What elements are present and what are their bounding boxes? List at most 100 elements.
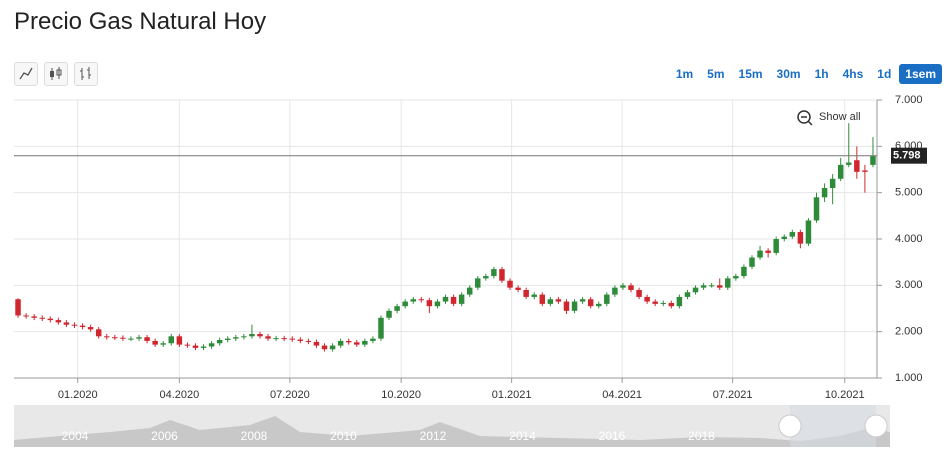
candle-tool[interactable] [44, 62, 68, 86]
candle-body [781, 236, 787, 239]
candle-body [854, 160, 860, 172]
candle-body [63, 322, 70, 325]
candle-body [31, 316, 37, 318]
candle-body [539, 294, 546, 304]
candle-body [23, 315, 29, 317]
candle-body [507, 280, 513, 288]
interval-button[interactable]: 15m [738, 67, 763, 81]
candle-body [362, 340, 368, 345]
navigator-label: 2018 [688, 429, 715, 443]
candle-body [700, 285, 707, 288]
candle-body [418, 299, 425, 301]
interval-button[interactable]: 1h [814, 67, 829, 81]
navigator-label: 2008 [241, 429, 268, 443]
candle-body [313, 341, 320, 346]
candle-body [265, 336, 271, 339]
candle-body [612, 287, 618, 295]
x-tick-label: 04.2021 [602, 389, 642, 401]
candle-body [813, 197, 820, 221]
x-tick-label: 10.2021 [825, 389, 865, 401]
bar-tool[interactable] [74, 62, 98, 86]
candle-body [160, 343, 166, 345]
candle-body [757, 250, 763, 258]
candle-body [571, 301, 578, 311]
interval-button[interactable]: 5m [707, 67, 725, 81]
interval-button[interactable]: 1sem [899, 64, 942, 84]
candle-body [410, 299, 416, 302]
last-price-label: 5.798 [893, 150, 921, 162]
candle-body [370, 338, 376, 341]
candle-body [660, 302, 667, 304]
candle-body [233, 337, 239, 339]
zoom-button[interactable]: Show all [797, 110, 861, 126]
candle-body [144, 337, 150, 341]
candle-body [789, 232, 796, 237]
interval-button[interactable]: 4hs [842, 67, 864, 81]
candle-body [321, 345, 328, 350]
candle-body [531, 294, 537, 297]
x-tick-label: 07.2020 [270, 389, 310, 401]
candle-body [749, 257, 755, 267]
candle-body [483, 276, 489, 279]
candle-body [805, 220, 812, 244]
candle-body [765, 250, 771, 253]
page-title: Precio Gas Natural Hoy [14, 8, 267, 35]
candle-body [120, 337, 126, 339]
x-tick-label: 01.2021 [492, 389, 532, 401]
y-tick-label: 2.000 [895, 326, 923, 338]
candle-body [112, 337, 118, 339]
interval-button[interactable]: 1d [877, 67, 892, 81]
candle-body [55, 320, 62, 323]
candle-body [281, 338, 287, 340]
candle-body [15, 299, 21, 316]
candle-body [136, 337, 142, 339]
candle-body [337, 340, 344, 346]
candle-body [305, 340, 312, 342]
last-price-box [891, 147, 927, 164]
candle-body [596, 303, 602, 307]
grid [14, 99, 877, 379]
candle-body [837, 164, 844, 179]
candle-body [87, 327, 94, 330]
y-tick-label: 7.000 [895, 94, 923, 106]
navigator-label: 2016 [599, 429, 626, 443]
candle-body [426, 300, 433, 307]
candle-body [434, 301, 441, 307]
x-tick-label: 01.2020 [58, 389, 98, 401]
candle-body [652, 301, 658, 304]
candle-body [725, 278, 731, 288]
candle-body [523, 289, 529, 297]
candle-body [821, 188, 828, 198]
candle-body [224, 338, 231, 341]
candle-body [386, 310, 392, 318]
candle-body [499, 269, 505, 281]
interval-button[interactable]: 30m [776, 67, 801, 81]
navigator-label: 2006 [151, 429, 178, 443]
candle-body [491, 269, 497, 277]
candle-body [128, 338, 134, 340]
candle-body [79, 325, 86, 328]
candle-body [555, 299, 562, 302]
candle-body [192, 345, 199, 348]
candle-body [773, 239, 779, 253]
candle-body [450, 296, 457, 304]
candle-body [563, 301, 570, 311]
candle-body [329, 345, 336, 350]
navigator-window [790, 405, 876, 447]
line-chart-tool[interactable] [14, 62, 38, 86]
navigator-label: 2004 [62, 429, 89, 443]
interval-button[interactable]: 1m [675, 67, 694, 81]
navigator-handle[interactable] [864, 414, 888, 438]
candle-body [829, 178, 836, 189]
candle-body [176, 336, 183, 345]
candle-body [184, 344, 191, 346]
candle-body [289, 338, 295, 340]
candle-body [684, 292, 691, 297]
navigator-handle[interactable] [778, 414, 802, 438]
navigator-label: 2012 [420, 429, 447, 443]
candle-body [273, 338, 279, 340]
candle-body [692, 287, 699, 293]
candle-body [200, 346, 207, 348]
candle-body [644, 296, 650, 302]
